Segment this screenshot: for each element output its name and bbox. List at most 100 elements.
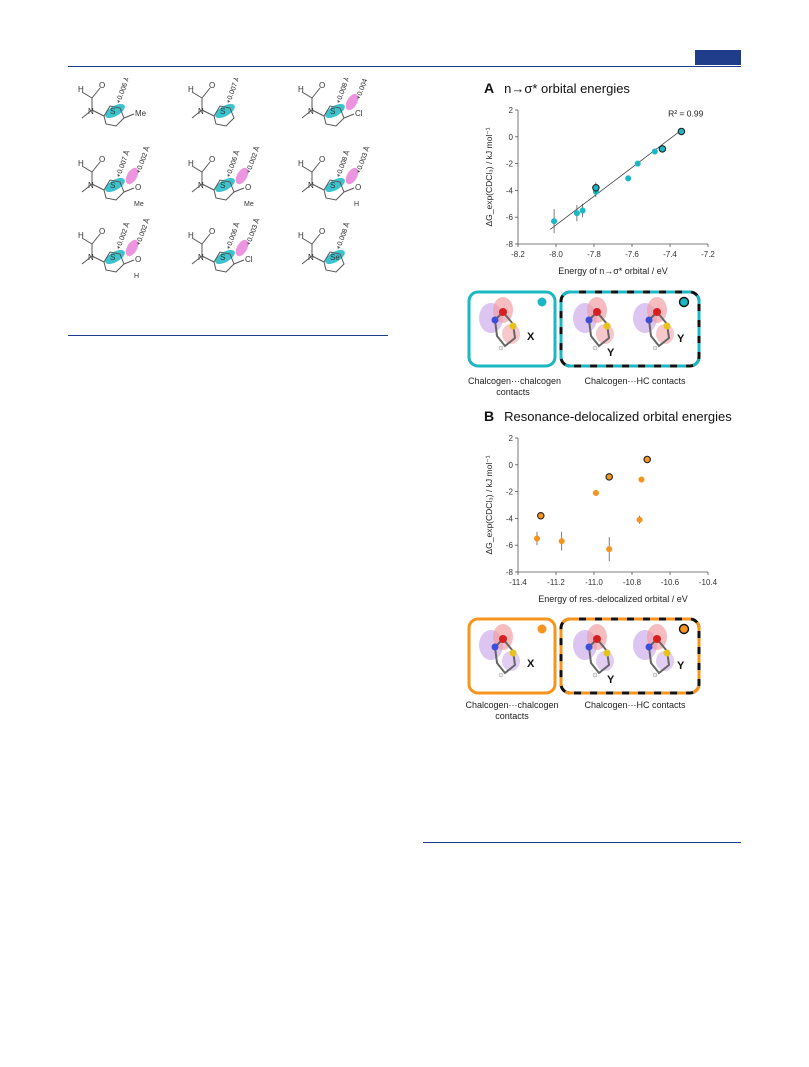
x-tick-label: -11.2	[547, 578, 565, 587]
atom-hydrogen	[498, 672, 504, 678]
frame-hc-dashes	[559, 617, 701, 695]
caption-b-hc: Chalcogen···HC contacts	[584, 700, 686, 710]
orbital-molecule	[479, 297, 520, 351]
atom-label-o: O	[209, 81, 215, 90]
atom-label-h: H	[78, 231, 84, 240]
molecule-m4: H ON S OMe+0.007 Å +0.002 Å	[78, 145, 152, 208]
highlight-substituent	[235, 239, 249, 257]
thiophene-ring	[323, 251, 345, 273]
substituent-label: O	[245, 183, 251, 192]
atom-oxygen	[653, 308, 661, 316]
molecule-m1: H O N S Me +0.006 Å	[78, 78, 147, 127]
x-tick-label: -7.2	[701, 250, 715, 259]
data-point-hc	[537, 511, 545, 520]
atom-nitrogen	[491, 643, 499, 651]
data-point-chalcogen	[579, 207, 586, 214]
atom-label-n: N	[198, 253, 204, 262]
amide-bonds	[301, 233, 325, 265]
data-point-chalcogen	[638, 476, 645, 483]
atom-label-h: H	[298, 159, 304, 168]
x-tick-label: -8.2	[511, 250, 525, 259]
ring-heteroatom: S	[220, 181, 225, 190]
distance-label-2: +0.003 Å	[353, 145, 371, 175]
x-tick-label: -11.4	[509, 578, 527, 587]
amide-bonds	[81, 233, 105, 265]
amide-bonds	[191, 87, 215, 119]
amide-bonds	[191, 233, 215, 265]
atom-label-h: H	[188, 85, 194, 94]
orbital-lobe	[502, 651, 520, 671]
data-point-chalcogen	[558, 538, 565, 545]
panel-b-title: B Resonance-delocalized orbital energies	[484, 408, 732, 424]
frame-chalcogen-chalcogen	[467, 617, 557, 695]
substituent-bond	[343, 187, 355, 193]
label-y-2: Y	[677, 333, 685, 345]
caption-b-chalc: Chalcogen···chalcogen contacts	[465, 700, 559, 721]
atom-oxygen	[499, 635, 507, 643]
atom-label-n: N	[198, 107, 204, 116]
atom-oxygen	[593, 635, 601, 643]
atom-hydrogen	[652, 345, 658, 351]
substituent-label: Cl	[245, 255, 253, 264]
distance-label-2: +0.002 Å	[133, 217, 151, 247]
orbital-molecule	[573, 297, 614, 351]
y-tick-label: 0	[509, 461, 514, 470]
data-point-hc	[592, 183, 600, 192]
substituent-label: Me	[135, 109, 147, 118]
substituent-label-2: Me	[244, 201, 254, 208]
data-point-hc	[605, 473, 613, 481]
highlight-substituent	[125, 239, 139, 257]
atom-label-n: N	[88, 107, 94, 116]
data-point-chalcogen	[625, 175, 632, 182]
molecule-grid: H O N S Me +0.006 Å H O N S +0.007 Å H O N S Cl +0.008 Å…	[78, 78, 372, 280]
substituent-label-2: H	[354, 201, 359, 208]
x-tick-label: -7.6	[625, 250, 639, 259]
highlight-substituent	[345, 167, 359, 185]
y-tick-label: -4	[506, 186, 514, 195]
distance-label-1: +0.006 Å	[113, 78, 131, 105]
substituent-bond	[123, 113, 135, 119]
y-tick-label: -6	[506, 541, 514, 550]
atom-label-h: H	[188, 231, 194, 240]
orbital-lobe	[656, 651, 674, 671]
atom-label-n: N	[308, 107, 314, 116]
atom-hydrogen	[592, 672, 598, 678]
molecule-m6: H ON S OH+0.008 Å +0.003 Å	[298, 145, 372, 208]
substituent-label: Cl	[355, 109, 363, 118]
x-tick-label: -8.0	[549, 250, 563, 259]
highlight-substituent	[125, 167, 139, 185]
orbital-lobe	[502, 324, 520, 344]
caption-a-hc: Chalcogen···HC contacts	[584, 376, 686, 386]
atom-oxygen	[593, 308, 601, 316]
header-tab	[695, 50, 741, 65]
x-tick-label: -10.6	[661, 578, 680, 587]
amide-bonds	[191, 161, 215, 193]
x-axis-label: Energy of n→σ* orbital / eV	[558, 266, 668, 276]
orbital-molecule	[633, 624, 674, 678]
atom-hydrogen	[652, 672, 658, 678]
atom-oxygen	[653, 635, 661, 643]
x-tick-label: -7.8	[587, 250, 601, 259]
molecule-m3: H ON S Cl+0.008 Å +0.004 Å	[298, 78, 372, 127]
orbital-molecule	[479, 624, 520, 678]
distance-label-2: +0.003 Å	[243, 217, 261, 247]
substituent-bond	[123, 259, 135, 265]
legend-dot-chalcogen	[537, 297, 547, 307]
orbital-molecule	[633, 297, 674, 351]
highlight-substituent	[235, 167, 249, 185]
ring-heteroatom: S	[110, 181, 115, 190]
ring-heteroatom: S	[220, 107, 225, 116]
y-tick-label: 2	[509, 106, 514, 115]
data-point-chalcogen	[651, 148, 658, 155]
frame-hc-dashes	[559, 290, 701, 368]
atom-nitrogen	[645, 316, 653, 324]
x-tick-label: -7.4	[663, 250, 677, 259]
y-tick-label: -2	[506, 488, 514, 497]
label-x: X	[527, 331, 535, 343]
atom-label-o: O	[209, 155, 215, 164]
legend-dot-chalcogen	[537, 624, 547, 634]
atom-sulfur	[663, 322, 671, 330]
chart-b: -8 -6 -4 -2 0 2 -11.4 -11.2 -11.0 -10.8 -10.6 -10.4…	[484, 434, 718, 604]
y-tick-label: -4	[506, 514, 514, 523]
atom-label-h: H	[188, 159, 194, 168]
